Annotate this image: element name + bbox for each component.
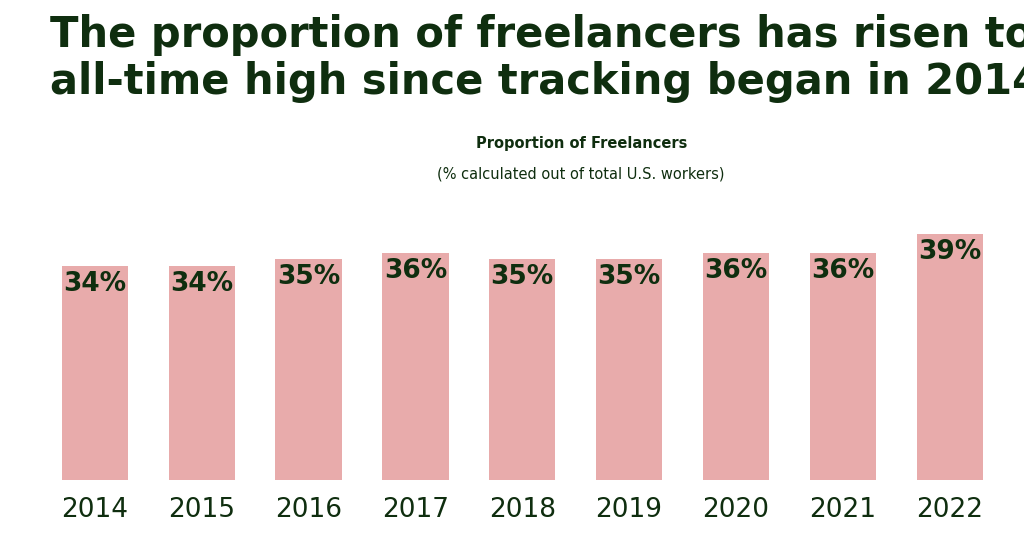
Bar — [596, 260, 663, 480]
Text: The proportion of freelancers has risen to an
all-time high since tracking began: The proportion of freelancers has risen … — [50, 14, 1024, 103]
Text: 35%: 35% — [490, 264, 554, 290]
Text: (% calculated out of total U.S. workers): (% calculated out of total U.S. workers) — [437, 166, 725, 181]
Text: 34%: 34% — [63, 271, 126, 297]
Text: Proportion of Freelancers: Proportion of Freelancers — [475, 136, 687, 151]
Text: 2017: 2017 — [382, 497, 449, 523]
Text: 2014: 2014 — [61, 497, 128, 523]
Bar — [169, 265, 234, 480]
Bar — [489, 260, 555, 480]
Text: 36%: 36% — [705, 258, 768, 284]
Bar — [61, 265, 128, 480]
Text: 2016: 2016 — [275, 497, 342, 523]
Text: 35%: 35% — [597, 264, 660, 290]
Bar — [382, 253, 449, 480]
Text: 2015: 2015 — [168, 497, 236, 523]
Text: 36%: 36% — [811, 258, 874, 284]
Bar — [916, 234, 983, 480]
Bar — [702, 253, 769, 480]
Text: 35%: 35% — [276, 264, 340, 290]
Text: 39%: 39% — [919, 239, 981, 265]
Text: 2018: 2018 — [488, 497, 556, 523]
Bar — [275, 260, 342, 480]
Text: 2019: 2019 — [596, 497, 663, 523]
Text: 2021: 2021 — [809, 497, 877, 523]
Bar — [810, 253, 876, 480]
Text: 36%: 36% — [384, 258, 447, 284]
Text: 2022: 2022 — [916, 497, 983, 523]
Text: 34%: 34% — [170, 271, 233, 297]
Text: 2020: 2020 — [702, 497, 769, 523]
